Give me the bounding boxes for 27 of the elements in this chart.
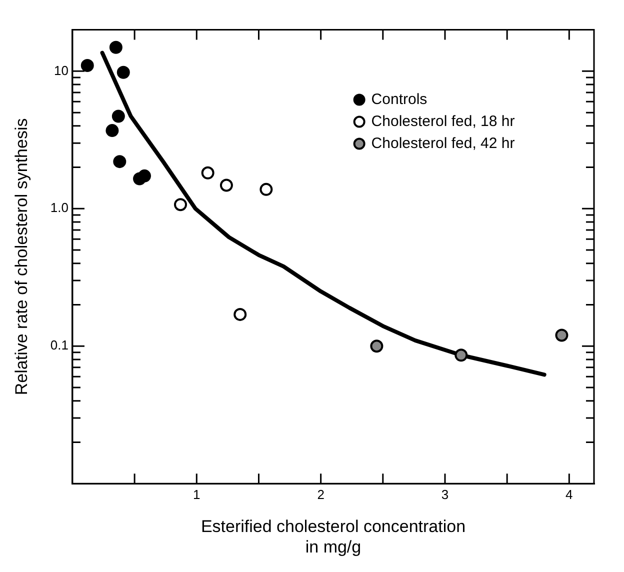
x-tick-label: 4: [566, 486, 573, 502]
x-tick-label: 1: [193, 486, 200, 502]
point: [220, 178, 233, 192]
legend-label: Cholesterol fed, 18 hr: [371, 112, 515, 130]
legend-label: Controls: [371, 90, 428, 108]
point: [109, 40, 122, 54]
point: [113, 155, 126, 168]
point: [138, 169, 151, 182]
point: [370, 340, 384, 353]
point: [454, 348, 468, 362]
y-axis-title: Relative rate of cholesterol synthesis: [12, 118, 31, 396]
y-tick-label: 10: [54, 62, 68, 78]
y-tick-label: 1.0: [50, 200, 68, 216]
x-axis-title: Esterified cholesterol concentration in mg/g: [200, 517, 466, 556]
point: [174, 198, 188, 212]
point: [234, 308, 247, 321]
point: [80, 58, 94, 72]
point: [116, 66, 130, 79]
point: [201, 166, 214, 180]
legend-label: Cholesterol fed, 42 hr: [371, 134, 515, 152]
point: [555, 328, 568, 342]
x-tick-label: 2: [317, 486, 324, 502]
point: [106, 124, 119, 138]
point: [260, 182, 273, 196]
y-tick-label: 0.1: [50, 338, 68, 353]
x-tick-label: 3: [441, 486, 449, 502]
point: [112, 110, 125, 123]
